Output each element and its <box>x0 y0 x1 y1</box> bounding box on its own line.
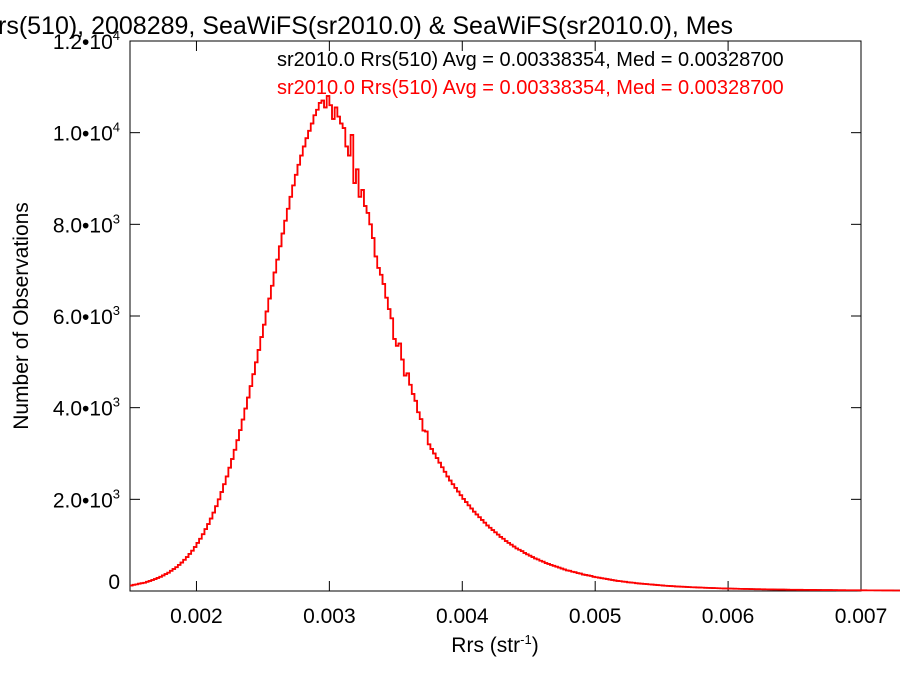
legend-entry-red: sr2010.0 Rrs(510) Avg = 0.00338354, Med … <box>277 77 784 99</box>
y-tick-label-exponent: 4 <box>113 28 120 43</box>
y-tick-label-main: 8.0•10 <box>53 214 113 237</box>
y-tick-label-exponent: 3 <box>113 486 120 501</box>
y-tick-label-exponent: 3 <box>113 211 120 226</box>
y-tick-label-exponent: 4 <box>113 120 120 135</box>
x-tick-label: 0.006 <box>702 605 755 628</box>
y-tick-label-exponent: 3 <box>113 303 120 318</box>
y-tick-label: 2.0•103 <box>53 486 120 512</box>
x-axis-label-close: ) <box>532 634 539 657</box>
x-axis-label-main: Rrs (str <box>451 634 520 657</box>
y-tick-label: 1.0•104 <box>53 120 120 146</box>
x-axis-label: Rrs (str-1) <box>451 632 538 657</box>
legend-entry-black: sr2010.0 Rrs(510) Avg = 0.00338354, Med … <box>277 49 784 71</box>
histogram-line-red <box>130 95 900 592</box>
x-tick-label: 0.007 <box>835 605 888 628</box>
x-tick-label: 0.003 <box>303 605 356 628</box>
histogram-series <box>130 95 900 592</box>
y-tick-label-main: 2.0•10 <box>53 489 113 512</box>
y-tick-label: 1.2•104 <box>53 28 120 54</box>
x-tick-label: 0.004 <box>436 605 489 628</box>
y-axis-label: Number of Observations <box>10 202 33 430</box>
plot-frame <box>129 40 862 592</box>
y-tick-label-main: 6.0•10 <box>53 306 113 329</box>
y-tick-label: 0 <box>108 571 120 594</box>
y-tick-label-exponent: 3 <box>113 395 120 410</box>
y-tick-label: 6.0•103 <box>53 303 120 329</box>
x-tick-label: 0.005 <box>569 605 622 628</box>
chart-title: rs(510), 2008289, SeaWiFS(sr2010.0) & Se… <box>0 12 733 40</box>
y-tick-label-main: 1.2•10 <box>53 31 113 54</box>
y-tick-label: 8.0•103 <box>53 211 120 237</box>
y-axis-ticks: 02.0•1034.0•1036.0•1038.0•1031.0•1041.2•… <box>53 28 861 594</box>
y-tick-label: 4.0•103 <box>53 395 120 421</box>
y-tick-label-main: 4.0•10 <box>53 398 113 421</box>
x-tick-label: 0.002 <box>170 605 223 628</box>
x-axis-ticks: 0.002 0.003 0.004 0.005 0.006 0.007 <box>170 41 887 628</box>
x-axis-label-superscript: -1 <box>520 632 532 647</box>
histogram-line-black <box>130 95 900 592</box>
y-tick-label-main: 1.0•10 <box>53 123 113 146</box>
y-tick-label-main: 0 <box>108 571 120 594</box>
